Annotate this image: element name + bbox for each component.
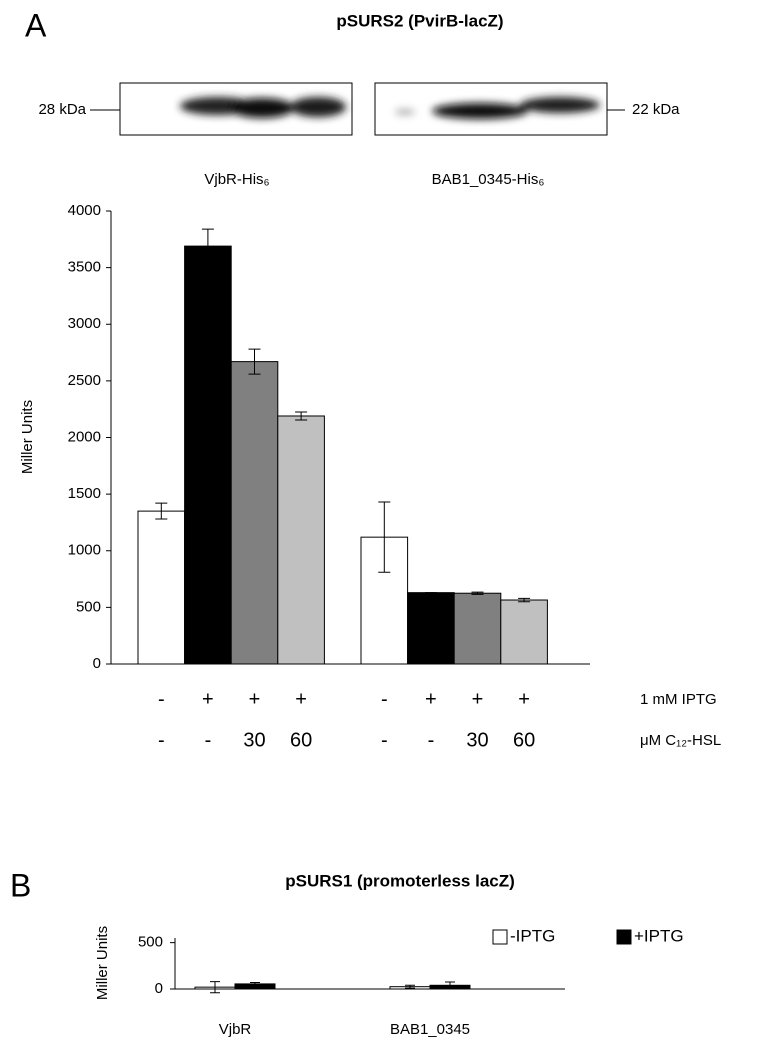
condition-label: -: [428, 729, 435, 751]
error-bar: [250, 982, 260, 986]
y-tick-label: 3000: [68, 315, 101, 332]
y-tick-label: 2500: [68, 372, 101, 389]
y-tick-label: 500: [76, 598, 101, 615]
condition-name: μM C₁₂-HSL: [640, 732, 721, 749]
y-axis-label: Miller Units: [19, 400, 36, 474]
y-tick-label: 2000: [68, 428, 101, 445]
y-tick-label: 1000: [68, 542, 101, 559]
y-tick-label: 3500: [68, 259, 101, 276]
condition-label: -: [158, 688, 165, 710]
condition-label: +: [249, 688, 261, 710]
blot-marker: 28 kDa: [38, 101, 86, 118]
blot-marker: 22 kDa: [632, 101, 680, 118]
bar: [453, 592, 502, 665]
panel-letter: A: [25, 7, 47, 43]
legend-label: -IPTG: [510, 926, 555, 945]
condition-label: 60: [290, 729, 312, 751]
chart-title: pSURS1 (promoterless lacZ): [285, 871, 515, 890]
condition-label: +: [202, 688, 214, 710]
blot-bands: [395, 97, 600, 119]
error-bar: [155, 502, 168, 520]
error-bar: [471, 591, 484, 595]
y-tick-label: 4000: [68, 202, 101, 219]
error-bar: [405, 984, 415, 989]
condition-name: 1 mM IPTG: [640, 691, 717, 708]
chart-title: pSURS2 (PvirB-lacZ): [336, 11, 503, 30]
condition-label: -: [381, 729, 388, 751]
error-bar: [248, 348, 261, 375]
blot-2: [374, 82, 625, 136]
blot-bands: [180, 97, 346, 118]
y-tick-label: 0: [155, 980, 163, 997]
legend-label: +IPTG: [634, 926, 684, 945]
bar: [500, 599, 548, 665]
error-bar: [295, 411, 308, 421]
error-bar: [210, 981, 220, 994]
condition-label: 30: [466, 729, 488, 751]
bar: [277, 415, 325, 665]
x-tick-label: VjbR: [219, 1021, 252, 1038]
bar: [407, 592, 455, 665]
condition-label: -: [158, 729, 165, 751]
condition-label: 30: [243, 729, 265, 751]
condition-label: +: [425, 688, 437, 710]
blot-caption: BAB1_0345-His₆: [432, 171, 545, 188]
legend-swatch: [616, 929, 632, 945]
panel-letter: B: [10, 867, 31, 903]
y-tick-label: 1500: [68, 485, 101, 502]
condition-label: 60: [513, 729, 535, 751]
y-tick-label: 500: [138, 934, 163, 951]
error-bar: [445, 981, 455, 990]
y-tick-label: 0: [93, 655, 101, 672]
bar: [230, 361, 279, 665]
condition-label: +: [295, 688, 307, 710]
condition-label: +: [518, 688, 530, 710]
error-bar: [518, 597, 531, 603]
legend-swatch: [492, 929, 508, 945]
condition-label: -: [205, 729, 212, 751]
y-axis-label: Miller Units: [94, 926, 111, 1000]
bar: [360, 536, 409, 665]
condition-label: +: [472, 688, 484, 710]
condition-label: -: [381, 688, 388, 710]
blot-1: [90, 82, 353, 136]
x-tick-label: BAB1_0345: [390, 1021, 470, 1038]
error-bar: [378, 501, 391, 573]
bar: [184, 245, 232, 665]
blot-caption: VjbR-His₆: [204, 171, 269, 188]
error-bar: [201, 228, 214, 264]
bar: [137, 510, 186, 665]
